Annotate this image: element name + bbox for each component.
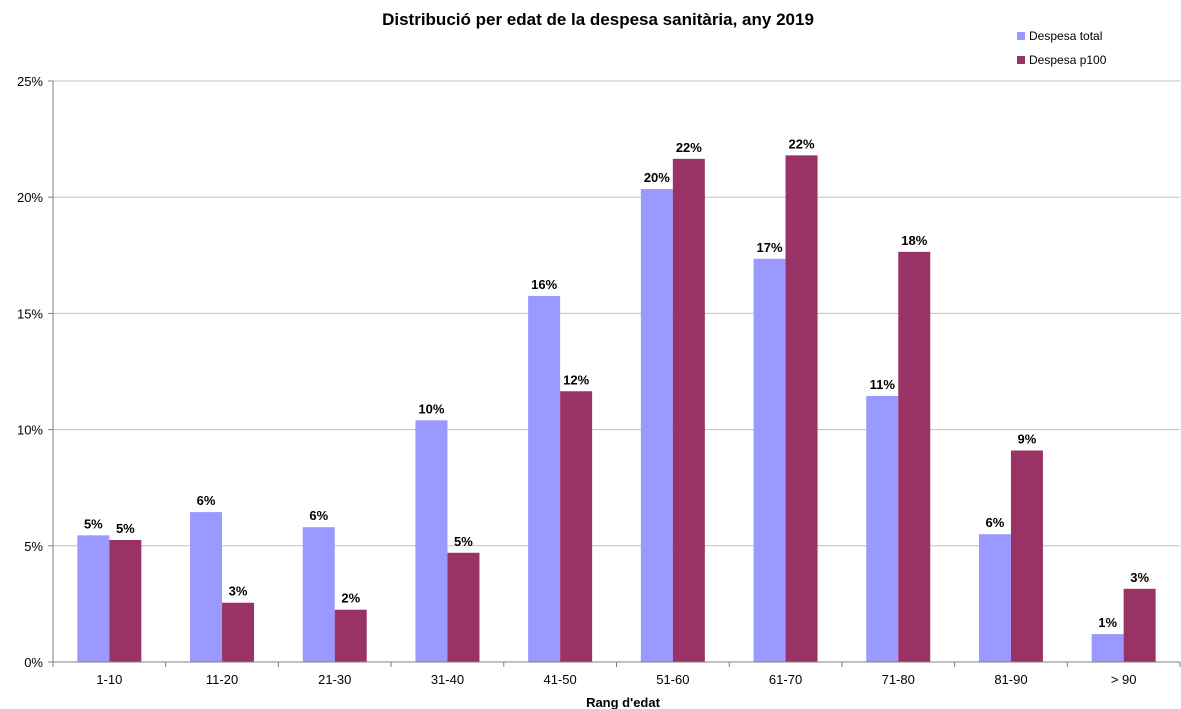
y-tick-label: 15% (17, 306, 43, 321)
data-label: 6% (197, 493, 216, 508)
legend-label: Despesa total (1029, 29, 1102, 43)
x-tick-label: 21-30 (318, 672, 351, 687)
data-label: 11% (870, 377, 896, 392)
bar-despesa-total (753, 258, 786, 662)
data-label: 6% (986, 515, 1005, 530)
bar-despesa-total (415, 420, 448, 662)
y-tick-label: 20% (17, 190, 43, 205)
data-labels: 5% 5% 6% 3% 6% 2% 10% 5% 16% 12% 20% 22% 17% 22% 11% 18… (84, 136, 1150, 630)
data-label: 10% (418, 401, 444, 416)
x-tick-label: 31-40 (431, 672, 464, 687)
x-axis-title: Rang d'edat (586, 695, 661, 709)
data-label: 16% (531, 277, 557, 292)
y-tick-label: 0% (24, 655, 43, 670)
data-label: 5% (84, 516, 103, 531)
data-label: 18% (901, 233, 927, 248)
bar-despesa-total (640, 189, 673, 663)
axes: 0% 5% 10% 15% 20% 25% 1-10 11-20 21-30 31-40 41-50… (17, 74, 1181, 687)
bar-despesa-p100 (222, 602, 255, 662)
bar-despesa-p100 (447, 552, 480, 662)
x-tick-label: 1-10 (96, 672, 122, 687)
bars (77, 155, 1156, 663)
x-tick-label: 71-80 (882, 672, 915, 687)
data-label: 2% (341, 591, 360, 606)
data-label: 9% (1018, 432, 1037, 447)
bar-despesa-total (190, 512, 223, 662)
bar-despesa-total (1091, 634, 1124, 662)
bar-despesa-p100 (785, 155, 818, 663)
bar-despesa-total (528, 295, 561, 662)
bar-despesa-total (77, 535, 110, 662)
y-tick-label: 10% (17, 423, 43, 438)
bar-despesa-total (302, 527, 335, 662)
x-tick-label: 11-20 (206, 672, 238, 687)
legend-swatch (1017, 56, 1025, 64)
x-tick-label: 61-70 (769, 672, 802, 687)
bar-despesa-p100 (672, 158, 705, 662)
data-label: 5% (454, 534, 473, 549)
data-label: 22% (676, 140, 702, 155)
x-tick-label: 41-50 (544, 672, 577, 687)
bar-despesa-p100 (560, 391, 593, 662)
x-tick-label: 81-90 (994, 672, 1027, 687)
data-label: 3% (229, 584, 248, 599)
data-label: 20% (644, 170, 670, 185)
bar-despesa-p100 (109, 539, 142, 662)
bar-despesa-p100 (1010, 450, 1043, 662)
y-tick-label: 25% (17, 74, 43, 89)
data-label: 12% (563, 372, 589, 387)
legend-label: Despesa p100 (1029, 53, 1107, 67)
data-label: 5% (116, 521, 135, 536)
data-label: 6% (309, 508, 328, 523)
bar-despesa-total (978, 534, 1011, 662)
bar-despesa-p100 (1123, 588, 1156, 662)
legend-swatch (1017, 32, 1025, 40)
bar-despesa-p100 (898, 251, 931, 662)
chart-title: Distribució per edat de la despesa sanit… (382, 10, 814, 29)
bar-despesa-p100 (334, 609, 367, 662)
y-tick-label: 5% (24, 539, 43, 554)
legend: Despesa total Despesa p100 (1017, 29, 1107, 67)
data-label: 17% (757, 240, 783, 255)
x-tick-label: 51-60 (656, 672, 689, 687)
data-label: 3% (1130, 570, 1149, 585)
data-label: 1% (1098, 615, 1117, 630)
x-tick-label: > 90 (1111, 672, 1137, 687)
data-label: 22% (789, 136, 815, 151)
bar-despesa-total (866, 395, 899, 662)
